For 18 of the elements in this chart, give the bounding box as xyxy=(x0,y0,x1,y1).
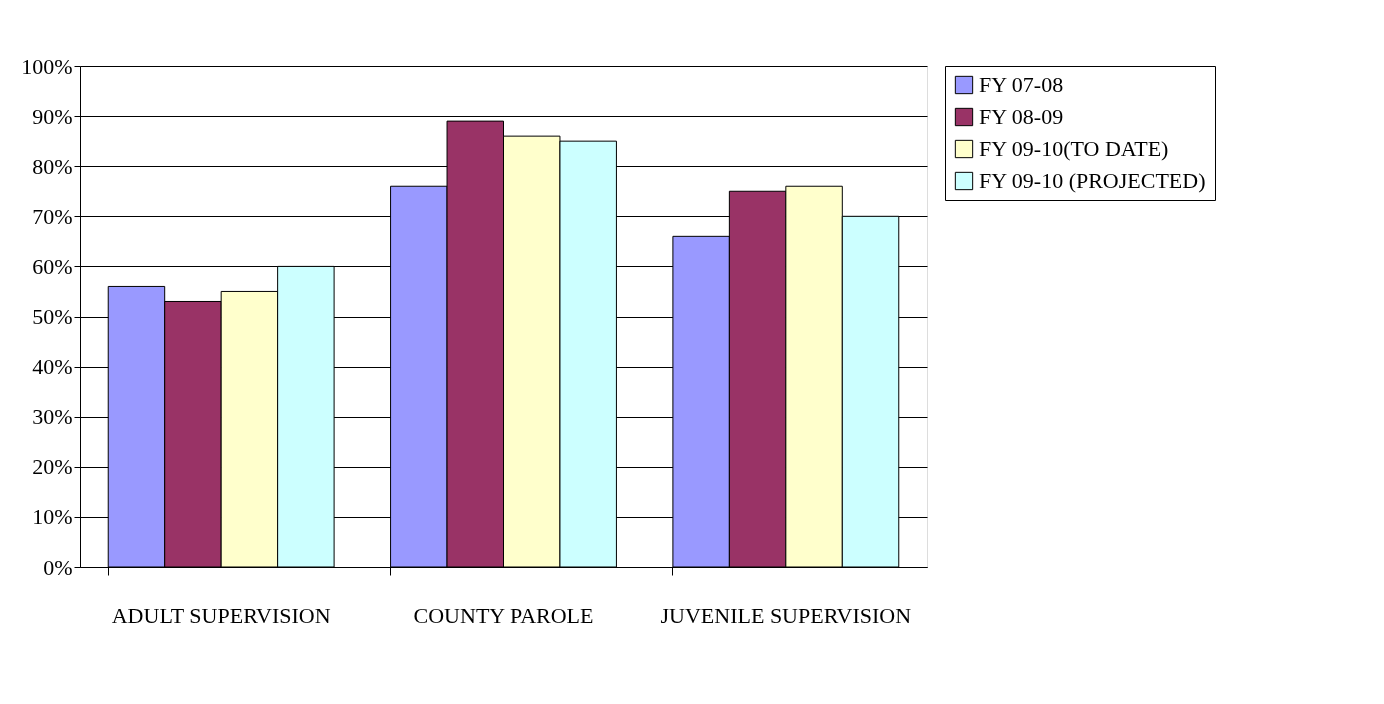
legend-label: FY 07-08 xyxy=(979,72,1064,97)
y-tick-label: 10% xyxy=(32,504,73,530)
y-tick-label: 80% xyxy=(32,153,73,179)
y-tick-label: 40% xyxy=(32,354,73,380)
y-tick-label: 100% xyxy=(21,53,73,79)
x-tick-label: COUNTY PAROLE xyxy=(413,602,594,628)
y-tick-label: 90% xyxy=(32,103,73,129)
y-tick-label: 0% xyxy=(43,554,73,580)
y-tick-label: 70% xyxy=(32,203,73,229)
y-tick-label: 50% xyxy=(32,304,73,329)
y-tick-label: 60% xyxy=(32,253,73,279)
y-tick-label: 30% xyxy=(32,404,73,430)
legend-label: FY 08-09 xyxy=(979,104,1064,129)
legend-label: FY 09-10 (PROJECTED) xyxy=(979,168,1206,193)
x-tick-label: JUVENILE SUPERVISION xyxy=(660,602,912,628)
x-tick-label: ADULT SUPERVISION xyxy=(111,602,331,628)
legend-label: FY 09-10(TO DATE) xyxy=(979,136,1169,161)
y-tick-label: 20% xyxy=(32,454,73,480)
